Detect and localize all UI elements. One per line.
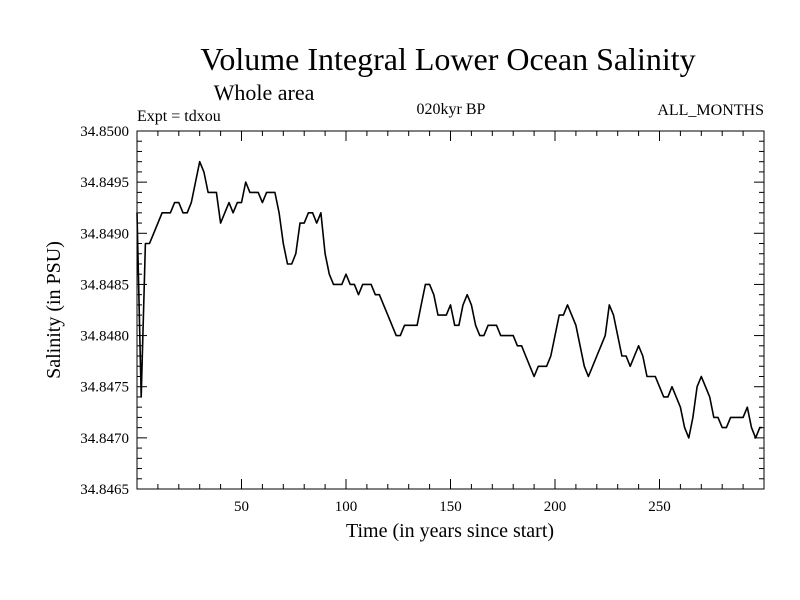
series-line <box>136 160 762 439</box>
y-axis-label: Salinity (in PSU) <box>43 241 65 379</box>
period-annotation: 020kyr BP <box>417 101 486 118</box>
x-tick-label: 150 <box>439 499 462 515</box>
y-tick-label: 34.8500 <box>80 124 129 140</box>
y-tick-label: 34.8470 <box>80 431 129 447</box>
plot-frame <box>136 130 765 490</box>
x-tick-label: 250 <box>648 499 671 515</box>
chart-title: Volume Integral Lower Ocean Salinity <box>200 41 695 77</box>
y-tick-label: 34.8485 <box>80 277 129 293</box>
months-annotation: ALL_MONTHS <box>657 102 764 119</box>
y-tick-label: 34.8490 <box>80 226 129 242</box>
x-tick-label: 100 <box>335 499 358 515</box>
x-axis: 50 100 150 200 250 <box>157 131 744 515</box>
x-tick-label: 200 <box>544 499 567 515</box>
y-tick-label: 34.8480 <box>80 329 129 345</box>
chart-subtitle: Whole area <box>214 80 315 105</box>
x-axis-label: Time (in years since start) <box>346 520 554 542</box>
x-tick-label: 50 <box>234 499 249 515</box>
y-tick-label: 34.8465 <box>80 482 129 498</box>
y-tick-label: 34.8495 <box>80 175 129 191</box>
experiment-annotation: Expt = tdxou <box>137 108 221 125</box>
y-axis: 34.8465 34.8470 34.8475 34.8480 34.8485 34.84… <box>80 124 764 498</box>
y-tick-label: 34.8475 <box>80 380 129 396</box>
